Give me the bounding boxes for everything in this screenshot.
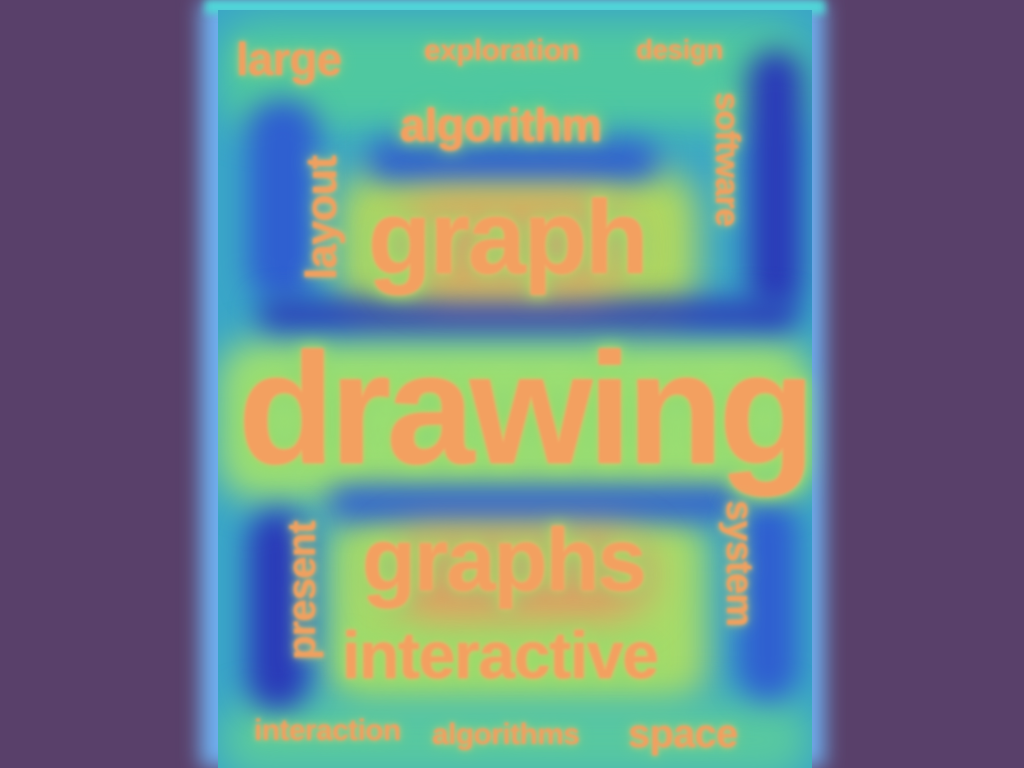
word-cloud-panel xyxy=(218,10,812,768)
word-layout: layout xyxy=(297,155,346,280)
word-software: software xyxy=(708,92,746,227)
heat-field-top xyxy=(218,20,808,130)
heat-field-drawing xyxy=(218,340,812,500)
word-interactive: interactive xyxy=(342,618,659,692)
word-design: design xyxy=(636,34,723,65)
heat-halo-graphs xyxy=(388,535,648,615)
word-system: system xyxy=(718,500,760,627)
word-algorithm: algorithm xyxy=(400,99,602,151)
heat-void-band xyxy=(258,300,798,330)
word-algorithms: algorithms xyxy=(432,718,580,751)
heat-void-lower-left xyxy=(248,510,308,710)
heat-halo-graph xyxy=(398,200,628,290)
heat-void-upper-left xyxy=(248,100,318,300)
word-space: space xyxy=(628,712,738,756)
heat-void-lower-right xyxy=(738,500,798,700)
word-interaction: interaction xyxy=(254,714,401,747)
word-present: present xyxy=(280,521,324,660)
word-exploration: exploration xyxy=(424,34,580,67)
word-large: large xyxy=(236,33,342,85)
word-graph: graph xyxy=(368,180,649,296)
heat-void-upper-right xyxy=(748,50,803,310)
heat-void-lower-band xyxy=(328,486,748,520)
word-drawing: drawing xyxy=(238,321,815,497)
heat-void-upper-mid xyxy=(368,140,658,180)
heat-field-bottom xyxy=(218,700,812,768)
word-graphs: graphs xyxy=(362,510,647,609)
